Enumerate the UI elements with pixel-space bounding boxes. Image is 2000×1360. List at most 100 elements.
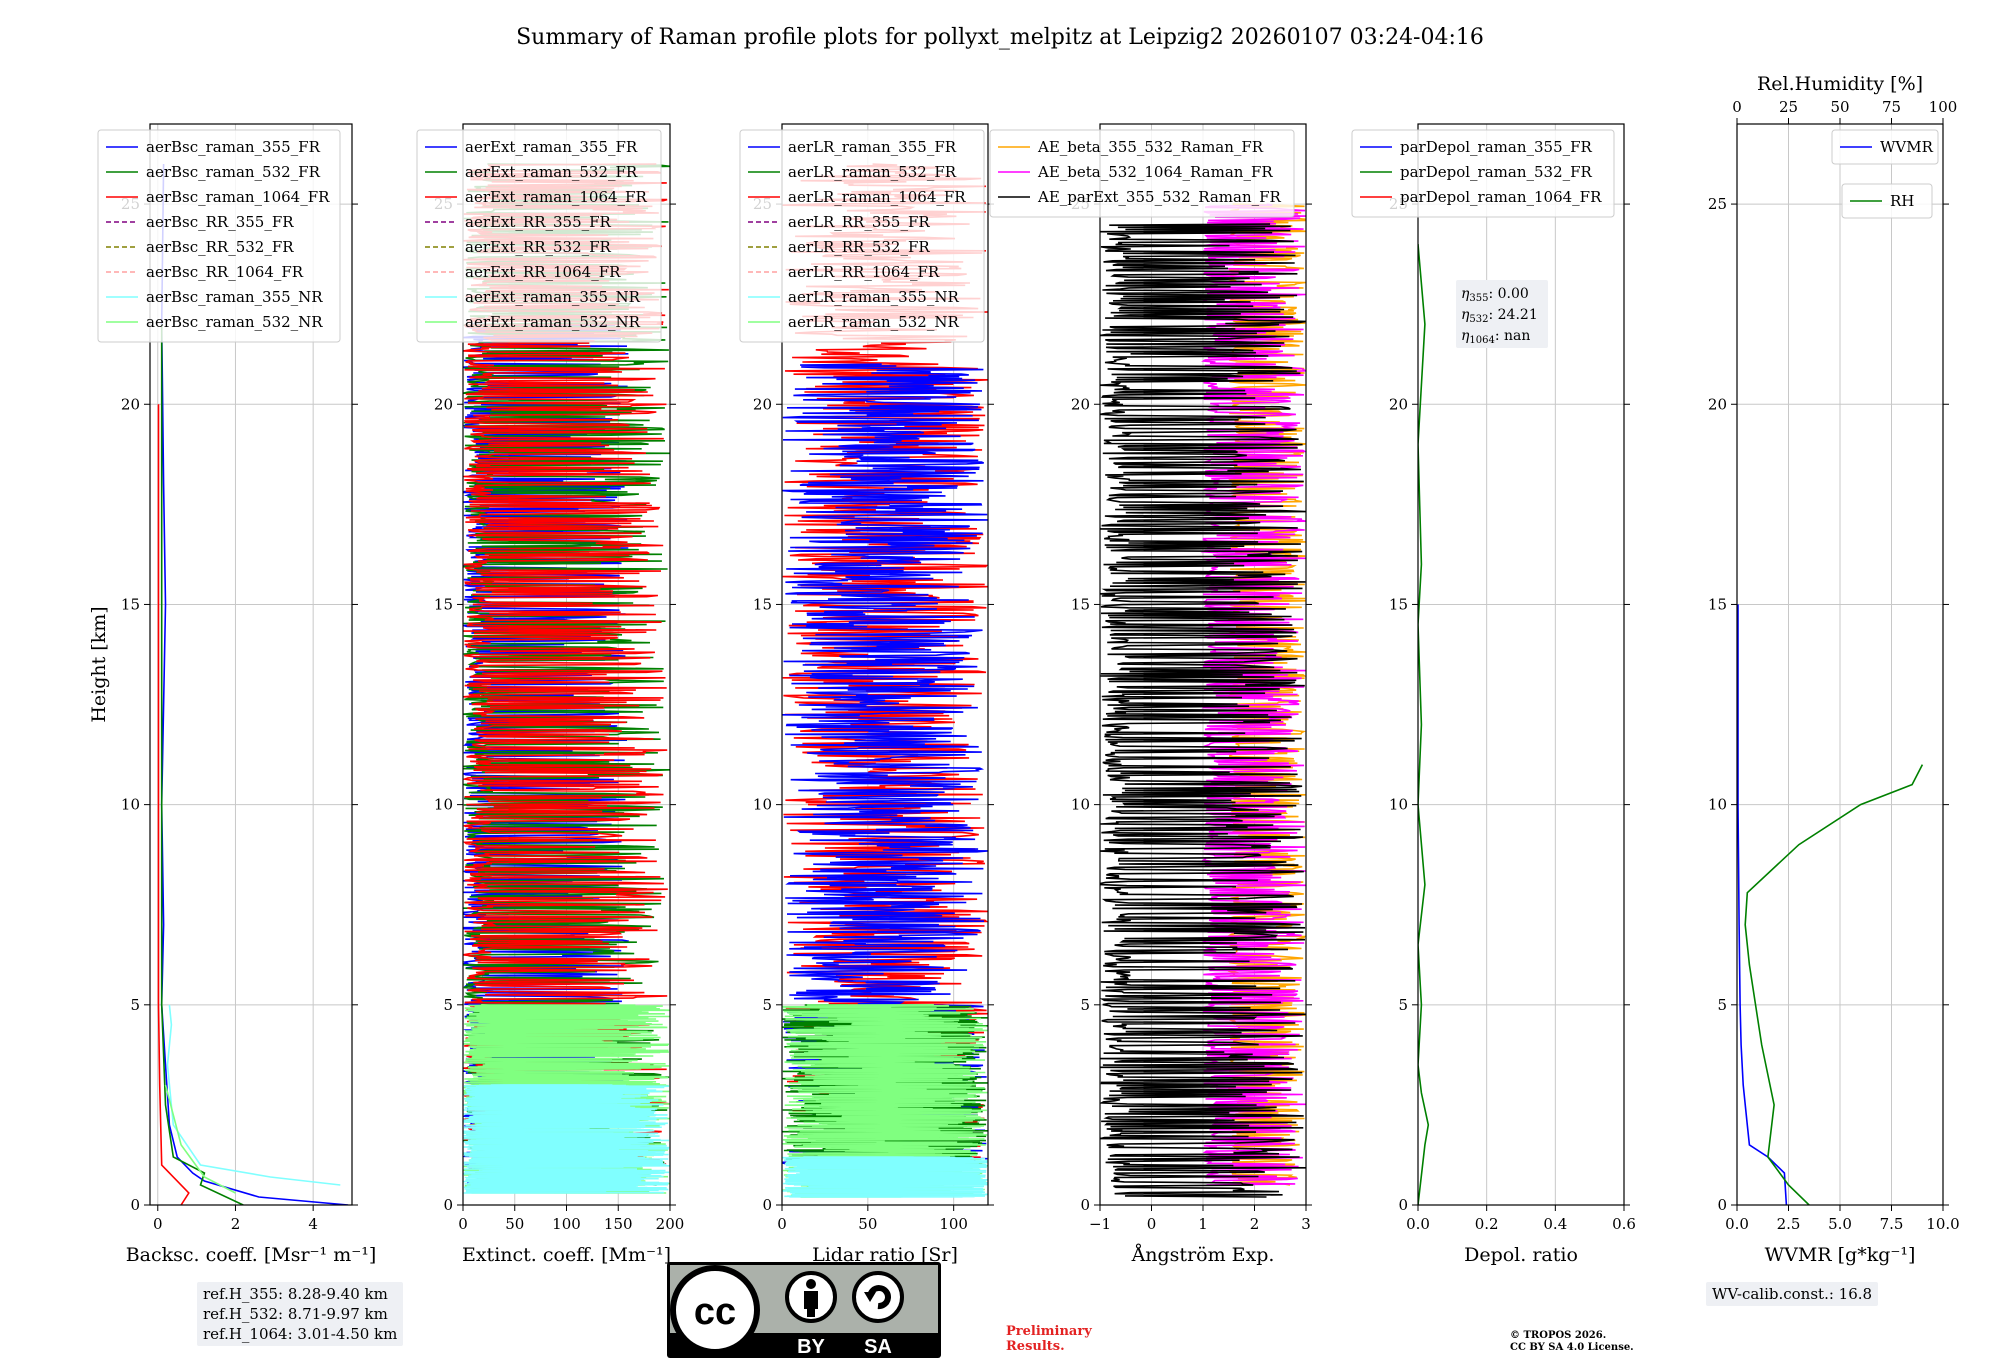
x-axis-label: Backsc. coeff. [Msr⁻¹ m⁻¹] (126, 1244, 377, 1266)
x-tick-label: 50 (505, 1215, 524, 1233)
cc-by-sa-badge[interactable]: cc BY SA (667, 1262, 941, 1358)
legend-label: parDepol_raman_1064_FR (1400, 188, 1602, 206)
x-tick-label: 2.5 (1777, 1215, 1801, 1233)
x2-tick-label: 75 (1882, 98, 1901, 116)
y-tick-label: 10 (121, 796, 140, 814)
y-tick-label: 10 (753, 796, 772, 814)
series-line-WVMR (1737, 604, 1788, 1205)
series-line-aerLR_raman_355_NR (782, 1156, 988, 1198)
legend-box (1831, 129, 1939, 165)
x-tick-label: 0 (1147, 1215, 1157, 1233)
y-tick-label: 5 (1080, 996, 1090, 1014)
series-line-aerBsc_raman_532_NR (164, 1084, 236, 1194)
x-tick-label: 2 (1250, 1215, 1260, 1233)
legend-label: aerLR_RR_1064_FR (788, 263, 940, 281)
x-tick-label: 0.0 (1725, 1215, 1749, 1233)
x-tick-label: 0 (458, 1215, 468, 1233)
legend-label: AE_parExt_355_532_Raman_FR (1037, 188, 1282, 206)
legend-label: aerExt_raman_355_FR (465, 138, 638, 156)
series-line-parDepol_raman_532_FR (1418, 244, 1430, 1205)
series-line-aerBsc_raman_532_FR (160, 324, 244, 1205)
series-line-RH (1744, 764, 1924, 1205)
legend-label: aerBsc_raman_355_NR (146, 288, 323, 306)
legend-label: aerLR_raman_532_FR (788, 163, 957, 181)
x-tick-label: 0.4 (1543, 1215, 1567, 1233)
x-tick-label: 2 (231, 1215, 241, 1233)
y-tick-label: 0 (130, 1196, 140, 1214)
x2-tick-label: 100 (1929, 98, 1958, 116)
x-tick-label: 0.2 (1475, 1215, 1499, 1233)
legend-rh: RH (1841, 183, 1933, 219)
eta-symbol: η (1461, 307, 1470, 323)
chart-panel-depol: 0.00.20.40.60510152025Depol. ratioparDep… (1351, 123, 1636, 1266)
sa-label: SA (864, 1336, 892, 1358)
plot-frame (781, 123, 989, 1206)
ref-h-355: ref.H_355: 8.28-9.40 km (203, 1285, 388, 1303)
series-line-aerBsc_raman_355_NR (166, 1004, 341, 1186)
series-line-aerBsc_raman_1064_FR (157, 404, 190, 1205)
figure-title: Summary of Raman profile plots for polly… (516, 25, 1484, 50)
chart-panel-angstrom: −101230510152025Ångström Exp.AE_beta_355… (989, 123, 1312, 1266)
series-line-aerExt_raman_355_NR (463, 1084, 670, 1194)
legend-box (97, 129, 341, 343)
series-line-AE_parExt_355_532_Raman_FR (1100, 223, 1306, 1198)
legend: aerBsc_raman_355_FR aerBsc_raman_532_FRae… (97, 129, 341, 343)
sa-share-icon (852, 1271, 904, 1323)
x2-tick-label: 25 (1779, 98, 1798, 116)
eta-value: : nan (1495, 328, 1531, 344)
preliminary-line-1: Preliminary (1006, 1324, 1092, 1339)
legend-label: parDepol_raman_355_FR (1400, 138, 1593, 156)
x2-tick-label: 50 (1830, 98, 1849, 116)
x-tick-label: −1 (1089, 1215, 1111, 1233)
y-tick-label: 5 (130, 996, 140, 1014)
series-layer (157, 163, 349, 1205)
x2-tick-label: 0 (1732, 98, 1742, 116)
legend-label: RH (1890, 192, 1914, 210)
wv-calib-text: WV-calib.const.: 16.8 (1712, 1285, 1873, 1303)
eta-line-532: η532: 24.21 (1461, 307, 1538, 325)
legend-label: aerExt_raman_355_NR (465, 288, 641, 306)
y-tick-label: 10 (1708, 796, 1727, 814)
eta-box (1456, 280, 1548, 348)
series-layer (1418, 244, 1430, 1205)
panels-layer: 0240510152025Backsc. coeff. [Msr⁻¹ m⁻¹]H… (88, 73, 1960, 1266)
legend-label: aerExt_raman_532_NR (465, 313, 641, 331)
y-tick-label: 15 (1389, 595, 1408, 613)
legend-box (989, 129, 1295, 218)
y-tick-label: 10 (1389, 796, 1408, 814)
eta-subscript: 355 (1469, 293, 1488, 304)
copyright-line-2: CC BY SA 4.0 License. (1510, 1342, 1634, 1353)
by-person-head (806, 1279, 816, 1289)
legend-label: aerBsc_RR_355_FR (146, 213, 294, 231)
ref-h-1064: ref.H_1064: 3.01-4.50 km (203, 1325, 398, 1343)
legend-label: aerExt_RR_355_FR (465, 213, 612, 231)
y-tick-label: 15 (753, 595, 772, 613)
y-tick-label: 0 (1080, 1196, 1090, 1214)
ticks: 0501000510152025 (753, 195, 994, 1233)
y-tick-label: 15 (1071, 595, 1090, 613)
legend-label: parDepol_raman_532_FR (1400, 163, 1593, 181)
wv-calibration-box: WV-calib.const.: 16.8 (1706, 1282, 1879, 1306)
x-tick-label: 200 (656, 1215, 685, 1233)
y-tick-label: 5 (762, 996, 772, 1014)
y-tick-label: 5 (443, 996, 453, 1014)
x-tick-label: 1 (1198, 1215, 1208, 1233)
series-layer (1737, 604, 1924, 1205)
x-axis-label: WVMR [g*kg⁻¹] (1765, 1244, 1916, 1266)
legend-label: aerBsc_raman_355_FR (146, 138, 321, 156)
y-tick-label: 10 (434, 796, 453, 814)
legend-label: AE_beta_355_532_Raman_FR (1037, 138, 1264, 156)
by-person-legs (807, 1307, 815, 1317)
eta-line-355: η355: 0.00 (1461, 286, 1529, 304)
legend: aerExt_raman_355_FR aerExt_raman_532_FRae… (416, 129, 662, 343)
eta-value: : 0.00 (1488, 286, 1528, 302)
plot-frame (1417, 123, 1625, 1206)
x-tick-label: 0.6 (1612, 1215, 1636, 1233)
series-layer (1100, 203, 1306, 1198)
x-axis-label: Extinct. coeff. [Mm⁻¹] (462, 1244, 671, 1266)
legend-label: aerExt_RR_1064_FR (465, 263, 621, 281)
y-tick-label: 20 (121, 395, 140, 413)
ticks: 0.00.20.40.60510152025 (1389, 195, 1636, 1233)
eta-symbol: η (1461, 286, 1470, 302)
ticks: 0240510152025 (121, 195, 358, 1233)
